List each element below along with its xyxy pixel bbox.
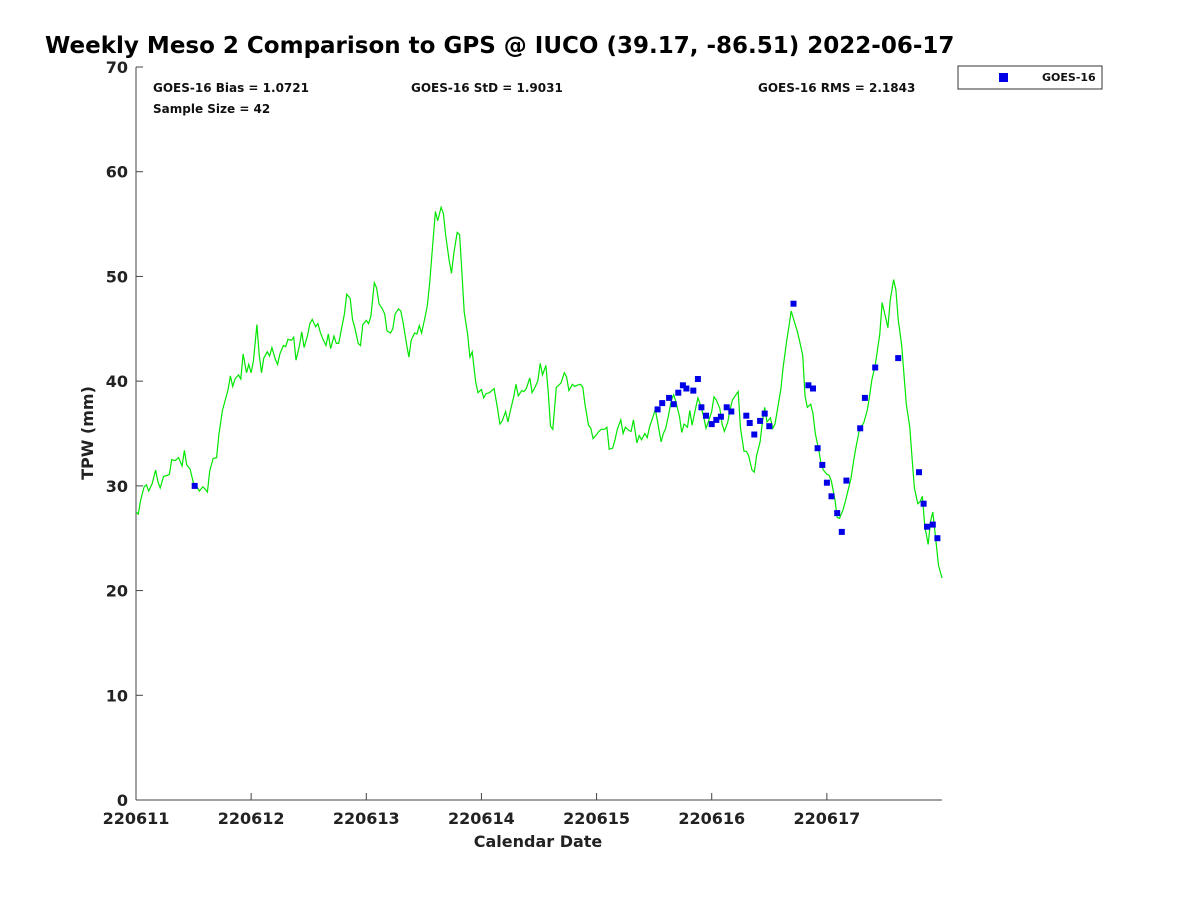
sample-size-stat: Sample Size = 42 [153,102,270,116]
goes16-point [746,420,753,426]
goes16-point [805,382,812,389]
goes16-point [708,421,715,428]
goes16-point [757,417,764,424]
goes16-point [834,510,841,517]
bias-stat: GOES-16 Bias = 1.0721 [153,81,309,95]
x-tick-label: 220616 [678,809,745,828]
goes16-point [819,461,826,468]
goes16-point [895,355,902,362]
goes16-point [654,406,661,413]
std-stat: GOES-16 StD = 1.9031 [411,81,563,95]
legend-marker-goes16 [999,73,1008,82]
y-tick-label: 40 [106,372,128,391]
goes16-point [766,423,773,430]
x-tick-label: 220613 [333,809,400,828]
y-tick-label: 50 [106,267,128,286]
goes16-point [191,482,198,489]
legend-label-goes16: GOES-16 [1042,71,1096,84]
legend-box [957,65,1103,90]
goes16-point [703,412,709,419]
x-tick-label: 220617 [793,809,860,828]
goes16-point [675,389,682,396]
goes16-point [694,376,701,382]
goes16-point [679,382,686,389]
goes16-point [828,493,835,500]
goes16-point [843,477,850,484]
x-axis-label: Calendar Date [474,832,603,851]
x-axis-ticks: 220611 220612 220613 220614 220615 220616 2206… [103,793,860,828]
goes16-point [728,408,735,415]
goes16-point [751,431,758,438]
goes16-point [861,394,868,401]
y-tick-label: 70 [106,58,128,77]
goes16-point [743,412,750,419]
goes16-point [920,500,927,507]
x-tick-label: 220614 [448,809,515,828]
goes16-point [916,469,922,476]
goes16-point [666,394,673,401]
goes16-point [929,521,936,528]
x-tick-label: 220611 [103,809,170,828]
gps-tpw-line [135,205,943,579]
goes16-point [659,400,666,407]
goes16-point [717,413,724,420]
goes16-point [814,445,821,452]
goes16-point [838,528,845,535]
axes-frame [135,67,942,801]
y-tick-label: 60 [106,163,128,182]
y-tick-label: 0 [117,791,128,810]
goes16-point [690,387,697,394]
y-tick-label: 30 [106,477,128,496]
y-axis-label: TPW (mm) [78,386,97,480]
goes16-point [823,479,830,486]
legend: GOES-16 [957,65,1103,90]
goes16-point [790,300,797,307]
y-tick-label: 20 [106,582,128,601]
goes16-point [683,385,690,392]
goes16-point [723,404,730,411]
plot-area [135,205,943,579]
goes16-point [934,535,941,542]
chart-title: Weekly Meso 2 Comparison to GPS @ IUCO (… [45,33,954,59]
goes16-point [670,401,677,408]
goes16-point [872,364,879,371]
goes16-point [924,523,930,530]
y-tick-label: 10 [106,686,128,705]
y-axis-ticks: 0 10 20 30 40 50 60 70 [106,58,143,810]
goes16-point [761,410,768,417]
goes16-point [857,425,864,432]
x-tick-label: 220615 [563,809,630,828]
x-tick-label: 220612 [218,809,285,828]
goes16-point [713,416,720,423]
rms-stat: GOES-16 RMS = 2.1843 [758,81,915,95]
goes16-point [810,385,816,392]
goes16-point [698,404,705,411]
